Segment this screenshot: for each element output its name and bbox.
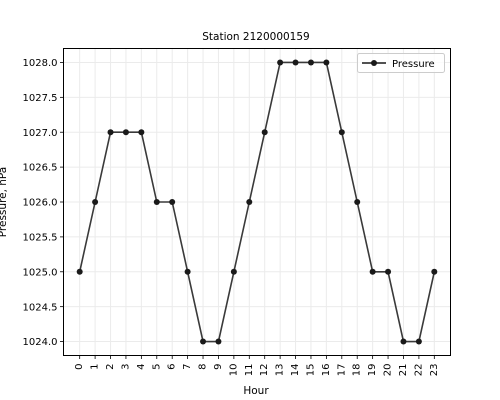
data-point	[246, 199, 253, 205]
x-tick-label: 9	[213, 364, 224, 370]
data-point	[76, 268, 83, 275]
y-tick-label: 1025.5	[23, 232, 58, 243]
x-tick-label: 4	[136, 364, 147, 370]
x-axis-label: Hour	[243, 385, 269, 397]
data-point	[215, 338, 222, 345]
x-tick-label: 19	[367, 364, 378, 377]
x-tick-label: 7	[182, 364, 193, 370]
data-point	[169, 199, 176, 205]
data-point	[323, 59, 330, 66]
data-point	[107, 129, 114, 136]
x-tick-label: 16	[321, 364, 332, 377]
data-point	[138, 129, 145, 136]
x-tick-label: 1	[90, 364, 101, 370]
x-tick-label: 17	[336, 364, 347, 377]
y-tick-label: 1026.5	[23, 163, 58, 174]
x-tick-label: 8	[198, 364, 209, 370]
y-tick-label: 1025.0	[23, 267, 58, 278]
data-point	[307, 59, 314, 66]
x-axis: 0 1 2 3 4 5 6 7 8 9 10 11 12 13 14 15 16 17 18 19 20 21 22 23	[74, 355, 440, 377]
data-point	[385, 268, 392, 275]
data-point	[354, 199, 361, 205]
legend-box	[357, 53, 445, 73]
x-tick-label: 5	[151, 364, 162, 370]
series-layer	[76, 59, 438, 345]
legend: Pressure	[357, 53, 445, 73]
x-tick-label: 18	[352, 364, 363, 377]
x-tick-label: 14	[290, 364, 301, 377]
x-tick-label: 21	[398, 364, 409, 377]
y-tick-label: 1026.0	[23, 198, 58, 209]
x-tick-label: 10	[228, 364, 239, 377]
x-tick-label: 11	[244, 364, 255, 377]
y-tick-label: 1027.0	[23, 128, 58, 139]
data-point	[277, 59, 284, 66]
chart-title: Station 2120000159	[202, 31, 309, 43]
data-point	[153, 199, 160, 205]
legend-label: Pressure	[392, 59, 435, 70]
x-tick-label: 23	[429, 364, 440, 377]
data-point	[338, 129, 345, 136]
data-point	[92, 199, 99, 205]
data-point	[184, 268, 191, 275]
x-tick-label: 3	[120, 364, 131, 370]
x-tick-label: 0	[74, 364, 85, 370]
x-tick-label: 13	[275, 364, 286, 377]
data-point	[261, 129, 268, 136]
x-tick-label: 2	[105, 364, 116, 370]
y-tick-label: 1024.0	[23, 337, 58, 348]
x-tick-label: 15	[305, 364, 316, 377]
data-point	[122, 129, 129, 136]
data-point	[415, 338, 422, 345]
data-point	[230, 268, 237, 275]
x-tick-label: 20	[383, 364, 394, 377]
data-point	[431, 268, 438, 275]
y-axis-label: Pressure, hPa	[0, 167, 9, 237]
data-point	[292, 59, 299, 66]
data-point	[400, 338, 407, 345]
y-axis: 1024.0 1024.5 1025.0 1025.5 1026.0 1026.5 1027…	[23, 58, 64, 348]
y-tick-label: 1028.0	[23, 58, 58, 69]
grid	[63, 48, 451, 356]
x-tick-label: 22	[413, 364, 424, 377]
y-tick-label: 1027.5	[23, 93, 58, 104]
x-tick-label: 6	[167, 364, 178, 370]
data-point	[369, 268, 376, 275]
y-tick-label: 1024.5	[23, 302, 58, 313]
data-point	[200, 338, 207, 345]
x-tick-label: 12	[259, 364, 270, 377]
legend-marker-swatch	[371, 60, 377, 66]
